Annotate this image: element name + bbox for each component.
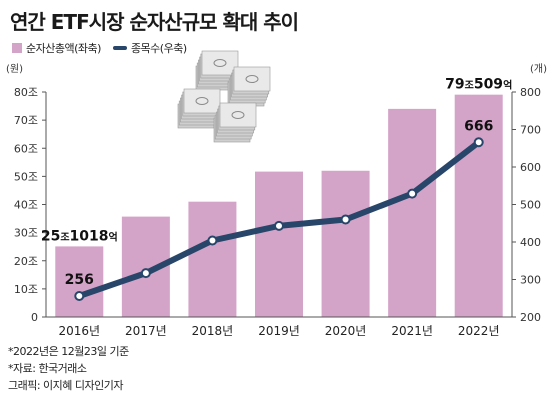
y-left-tick-label: 10조 <box>14 283 38 296</box>
x-tick-label: 2018년 <box>192 324 234 338</box>
legend-item-line: 종목수(우축) <box>112 40 187 56</box>
y-right-tick-label: 500 <box>520 199 541 212</box>
footnote-credit: 그래픽: 이지혜 디자인기자 <box>8 379 124 392</box>
data-label-part: 조 <box>60 231 69 243</box>
y-right-unit-label: (개) <box>530 63 547 75</box>
y-right-tick-label: 300 <box>520 274 541 287</box>
legend-item-bar: 순자산총액(좌축) <box>12 40 101 56</box>
x-tick-label: 2022년 <box>458 324 500 338</box>
data-label-part: 79 <box>445 77 464 93</box>
data-label: 79조509억 <box>445 77 512 93</box>
bar <box>55 246 104 317</box>
y-left-tick-label: 30조 <box>14 227 38 240</box>
y-left-tick-label: 80조 <box>14 86 38 99</box>
bar <box>255 171 303 317</box>
footnotes: *2022년은 12월23일 기준 *자료: 한국거래소 그래픽: 이지혜 디자… <box>8 343 129 394</box>
y-left-tick-label: 60조 <box>14 142 38 155</box>
x-tick-label: 2017년 <box>125 324 167 338</box>
chart-svg: (원) (개) 0 10조 20조 30조 40조 50조 60조 70조 80조 200 300 400… <box>6 50 547 338</box>
bar <box>321 170 370 317</box>
data-label-part: 억 <box>109 231 118 243</box>
legend: 순자산총액(좌축) 종목수(우축) <box>12 40 199 56</box>
x-tick-label: 2020년 <box>325 324 367 338</box>
line-point <box>340 214 351 225</box>
data-label: 256 <box>65 272 94 288</box>
line-point <box>207 235 218 246</box>
bar <box>454 94 503 317</box>
chart-title: 연간 ETF시장 순자산규모 확대 추이 <box>10 10 299 34</box>
line-point <box>140 268 151 279</box>
y-left-unit-label: (원) <box>6 63 23 75</box>
y-left-tick-label: 50조 <box>14 170 38 183</box>
legend-label-line: 종목수(우축) <box>130 42 187 55</box>
line-point <box>473 137 484 148</box>
y-right-tick-label: 800 <box>520 86 541 99</box>
footnote-date: *2022년은 12월23일 기준 <box>8 345 129 358</box>
y-right-tick-label: 700 <box>520 124 541 137</box>
y-right-tick-label: 400 <box>520 236 541 249</box>
y-right-tick-label: 600 <box>520 161 541 174</box>
x-tick-label: 2019년 <box>258 324 300 338</box>
legend-swatch-bar <box>12 43 22 53</box>
data-label-part: 1018 <box>70 228 109 244</box>
footnote-source: *자료: 한국거래소 <box>8 362 87 375</box>
bar <box>388 108 437 317</box>
y-left-tick-label: 40조 <box>14 199 38 212</box>
money-stack-illustration <box>177 88 221 129</box>
data-label-part: 509 <box>474 77 503 93</box>
bar <box>188 201 237 317</box>
data-label-part: 조 <box>465 80 474 92</box>
data-label: 666 <box>464 118 493 134</box>
money-stack-illustration <box>195 50 239 91</box>
line-point <box>74 291 85 301</box>
data-label: 25조1018억 <box>41 228 118 244</box>
y-left-tick-label: 0 <box>31 311 38 324</box>
y-left-tick-label: 20조 <box>14 255 38 268</box>
x-tick-label: 2016년 <box>58 324 100 338</box>
y-left-tick-label: 70조 <box>14 114 38 127</box>
line-point <box>407 188 418 199</box>
data-label-part: 억 <box>503 80 512 92</box>
x-tick-label: 2021년 <box>391 324 433 338</box>
money-stack-illustration <box>227 66 271 107</box>
legend-swatch-line <box>112 46 127 50</box>
legend-label-bar: 순자산총액(좌축) <box>26 42 101 55</box>
line-point <box>274 220 284 231</box>
money-stack-illustration <box>213 102 257 143</box>
y-right-tick-label: 200 <box>520 311 541 324</box>
data-label-part: 25 <box>41 228 60 244</box>
